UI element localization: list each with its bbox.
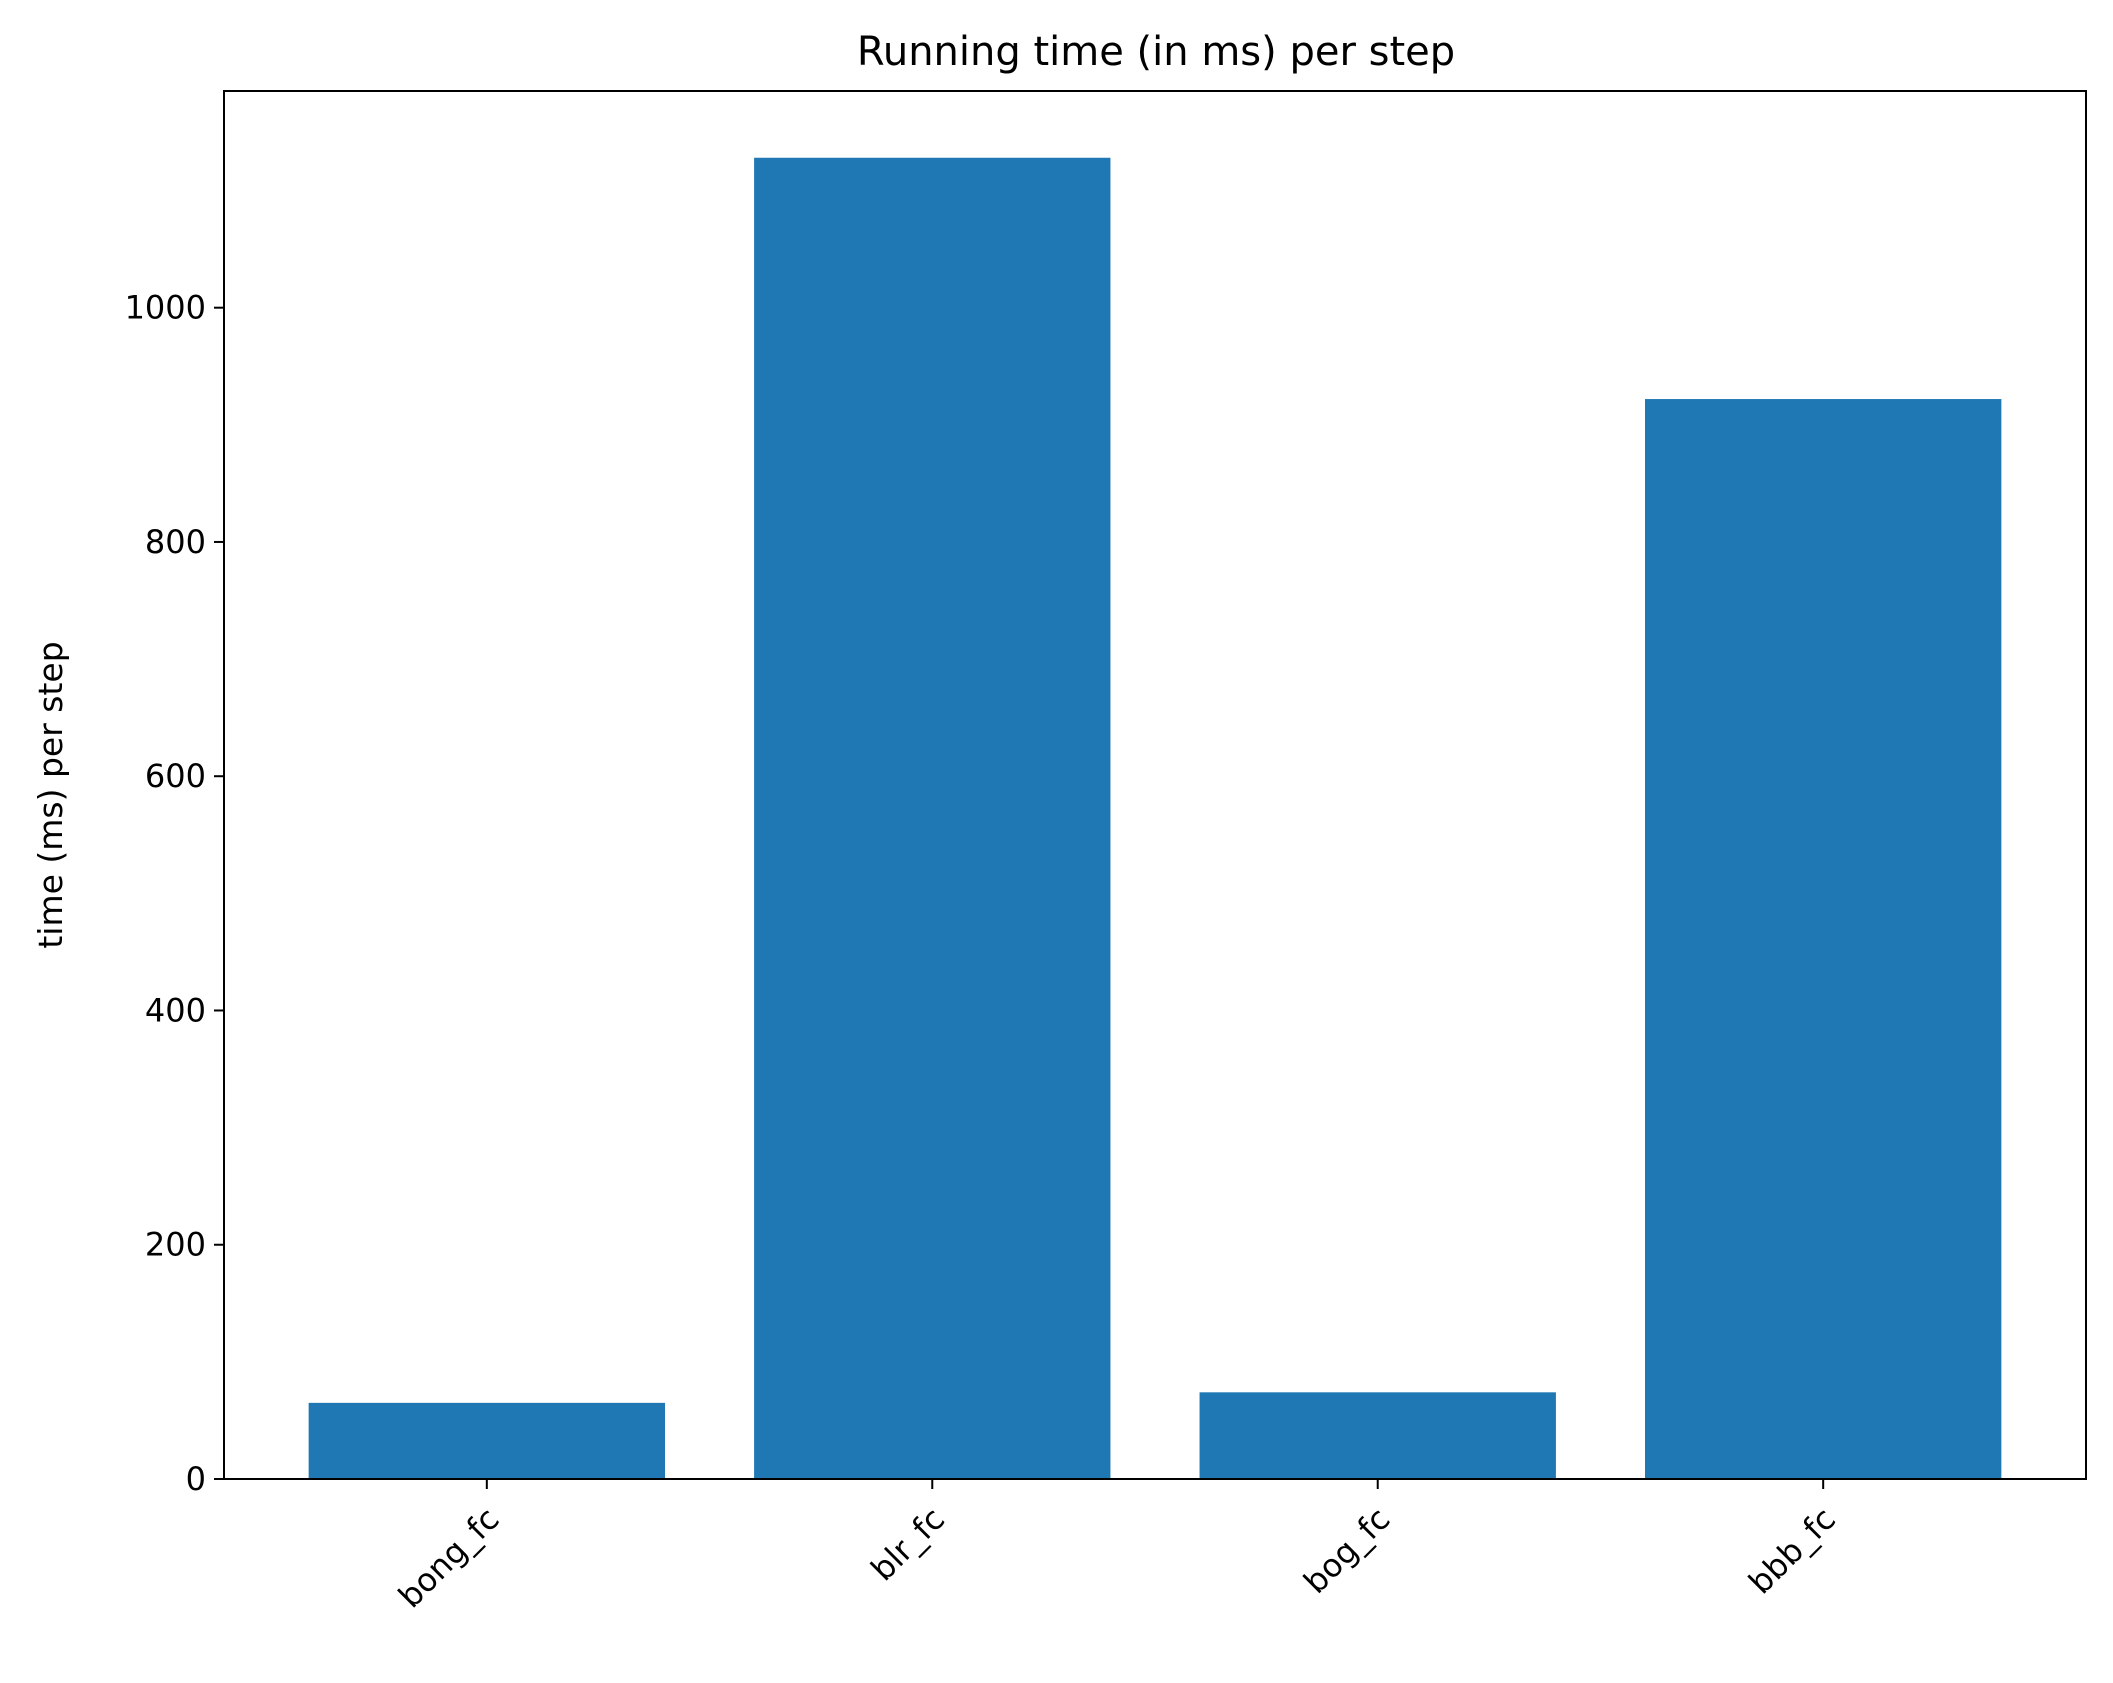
bar-blr_fc (754, 157, 1111, 1479)
y-tick-label: 400 (145, 991, 206, 1029)
y-tick-label: 800 (145, 523, 206, 561)
y-tick-label: 0 (186, 1460, 206, 1498)
y-tick-label: 600 (145, 757, 206, 795)
bar-bog_fc (1199, 1392, 1556, 1479)
axes-frame (223, 90, 2087, 1480)
y-axis-label: time (ms) per step (31, 641, 70, 948)
bar-bong_fc (308, 1402, 665, 1479)
chart-title: Running time (in ms) per step (857, 29, 1455, 75)
y-tick-label: 1000 (125, 289, 206, 327)
y-tick-label: 200 (145, 1226, 206, 1264)
bar-bbb_fc (1645, 399, 2002, 1479)
